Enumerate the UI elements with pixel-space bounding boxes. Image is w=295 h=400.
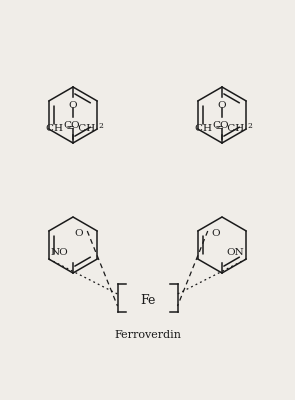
Text: 2: 2 [98, 122, 103, 130]
Text: ON: ON [227, 248, 244, 257]
Text: CO: CO [213, 121, 229, 130]
Text: CO: CO [64, 121, 80, 130]
Text: CH = CH: CH = CH [195, 124, 245, 133]
Text: O: O [75, 228, 83, 238]
Text: O: O [69, 101, 77, 110]
Text: O: O [218, 101, 226, 110]
Text: Ferroverdin: Ferroverdin [114, 330, 181, 340]
Text: O: O [212, 228, 220, 238]
Text: Fe: Fe [140, 294, 155, 306]
Text: CH = CH: CH = CH [46, 124, 96, 133]
Text: 2: 2 [247, 122, 252, 130]
Text: NO: NO [51, 248, 68, 257]
